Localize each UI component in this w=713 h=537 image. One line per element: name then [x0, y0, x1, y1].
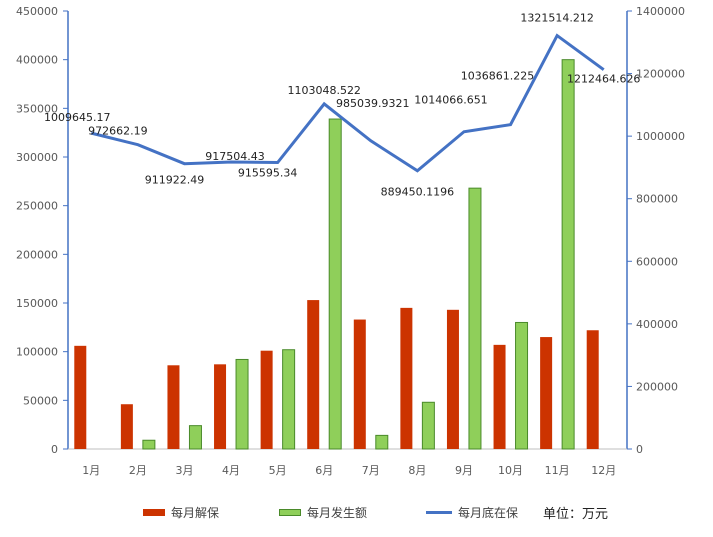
line-data-label: 1014066.651 — [414, 94, 487, 107]
line-data-label: 1212464.626 — [567, 73, 640, 86]
x-tick-label: 4月 — [222, 464, 240, 477]
line-data-label: 1321514.212 — [520, 12, 593, 25]
left-tick-label: 450000 — [16, 5, 58, 18]
x-axis-labels: 1月 2月 3月 4月 5月 6月 7月 8月 9月 10月 11月 12月 — [82, 464, 616, 477]
legend-item-在保: 每月底在保 — [426, 504, 518, 521]
left-axis-ticks: 0 50000 100000 150000 200000 250000 300000 3500… — [16, 5, 68, 456]
left-tick-label: 50000 — [23, 394, 58, 407]
left-tick-label: 250000 — [16, 200, 58, 213]
x-tick-label: 8月 — [408, 464, 426, 477]
legend-item-发生额: 每月发生额 — [279, 504, 367, 521]
left-tick-label: 200000 — [16, 248, 58, 261]
line-data-label: 972662.19 — [88, 125, 148, 138]
line-data-label: 915595.34 — [238, 167, 298, 180]
right-tick-label: 1200000 — [636, 68, 685, 81]
right-tick-label: 1000000 — [636, 130, 685, 143]
right-tick-label: 1400000 — [636, 5, 685, 18]
bar-解保-7月 — [353, 319, 366, 449]
x-tick-label: 9月 — [455, 464, 473, 477]
right-tick-label: 800000 — [636, 193, 678, 206]
line-series-每月底在保 — [90, 33, 605, 173]
bar-发生额-6月 — [328, 118, 342, 450]
bar-解保-3月 — [167, 365, 180, 449]
x-tick-label: 2月 — [129, 464, 147, 477]
bar-解保-4月 — [214, 364, 227, 449]
bar-发生额-7月 — [375, 434, 389, 450]
bar-解保-5月 — [260, 350, 273, 449]
line-data-label: 1103048.522 — [287, 84, 360, 97]
line-data-label: 889450.1196 — [381, 186, 454, 199]
right-tick-label: 0 — [636, 443, 643, 456]
bar-解保-2月 — [120, 404, 133, 449]
left-tick-label: 300000 — [16, 151, 58, 164]
bar-发生额-9月 — [468, 187, 482, 450]
legend-label-在保: 每月底在保 — [458, 506, 519, 520]
unit-label: 单位：万元 — [543, 507, 609, 522]
legend-label-发生额: 每月发生额 — [307, 506, 368, 520]
right-tick-label: 200000 — [636, 380, 678, 393]
legend-swatch-发生额 — [279, 509, 301, 516]
left-tick-label: 100000 — [16, 346, 58, 359]
bar-发生额-2月 — [142, 439, 156, 450]
left-tick-label: 150000 — [16, 297, 58, 310]
x-tick-label: 12月 — [591, 464, 616, 477]
x-tick-label: 6月 — [315, 464, 333, 477]
right-axis-ticks: 0 200000 400000 600000 800000 1000000 1200000 1… — [627, 5, 685, 456]
x-tick-label: 3月 — [175, 464, 193, 477]
right-tick-label: 400000 — [636, 318, 678, 331]
x-tick-label: 1月 — [82, 464, 100, 477]
line-data-label: 1009645.17 — [44, 111, 110, 124]
bar-发生额-5月 — [282, 349, 296, 450]
legend-item-解保: 每月解保 — [143, 504, 219, 521]
x-tick-label: 5月 — [269, 464, 287, 477]
left-tick-label: 400000 — [16, 54, 58, 67]
legend-label-解保: 每月解保 — [171, 506, 220, 520]
bar-发生额-10月 — [515, 321, 529, 450]
line-data-label: 911922.49 — [145, 174, 205, 187]
left-tick-label: 0 — [51, 443, 58, 456]
bar-解保-9月 — [446, 309, 459, 449]
bar-发生额-4月 — [235, 358, 249, 450]
bar-解保-8月 — [400, 307, 413, 449]
legend-swatch-在保 — [426, 511, 452, 514]
x-tick-label: 11月 — [545, 464, 570, 477]
left-tick-label: 350000 — [16, 102, 58, 115]
bar-解保-10月 — [493, 344, 506, 449]
line-data-label: 1036861.225 — [461, 70, 534, 83]
bar-发生额-3月 — [188, 425, 202, 450]
legend-swatch-解保 — [143, 509, 165, 516]
x-tick-label: 7月 — [362, 464, 380, 477]
bar-解保-6月 — [307, 300, 320, 449]
bars-group — [74, 59, 599, 450]
line-data-label: 985039.9321 — [336, 97, 409, 110]
x-tick-label: 10月 — [498, 464, 523, 477]
bar-发生额-8月 — [421, 401, 435, 450]
bar-解保-1月 — [74, 345, 87, 449]
line-data-label: 917504.43 — [205, 150, 265, 163]
bar-发生额-11月 — [561, 59, 575, 450]
right-tick-label: 600000 — [636, 255, 678, 268]
bar-解保-12月 — [586, 330, 599, 449]
bar-解保-11月 — [540, 337, 553, 449]
